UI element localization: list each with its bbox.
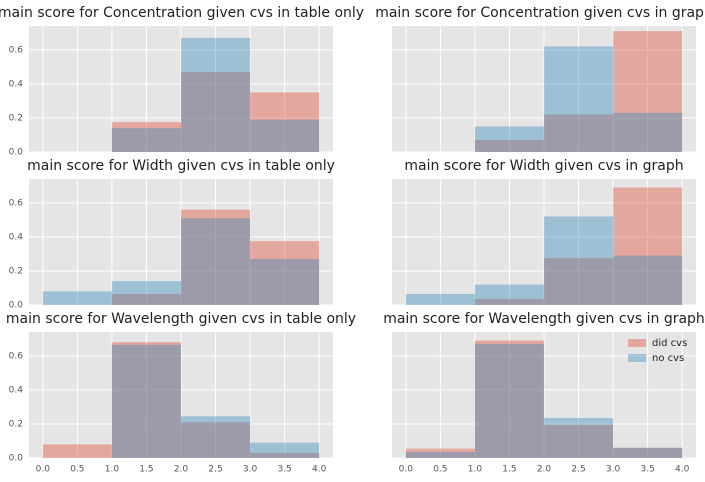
histogram-bar [111, 342, 181, 458]
histogram-bar [613, 187, 683, 305]
histogram-bar [111, 281, 181, 305]
histogram-bar [181, 422, 251, 458]
histogram-bar [544, 114, 614, 152]
histogram-bar [250, 119, 320, 152]
x-tick-label: 2.0 [174, 465, 189, 475]
legend-swatch [628, 339, 646, 347]
y-tick-label: 0.6 [9, 351, 24, 361]
y-tick-label: 0.4 [9, 79, 24, 89]
x-tick-label: 2.0 [537, 465, 552, 475]
histogram-bar [544, 46, 614, 152]
y-tick-label: 0.2 [9, 419, 23, 429]
x-tick-label: 0.5 [433, 465, 447, 475]
histogram-bar [544, 216, 614, 305]
histogram-bar [250, 442, 320, 458]
histogram-bar [111, 344, 181, 458]
y-tick-label: 0.6 [9, 198, 24, 208]
x-tick-label: 1.0 [105, 465, 120, 475]
histogram-bar [181, 218, 251, 305]
legend-swatch [628, 354, 646, 362]
x-tick-label: 4.0 [675, 465, 690, 475]
histogram-bar [474, 343, 544, 458]
histogram-bar [613, 255, 683, 305]
histogram-bar [613, 112, 683, 152]
y-tick-label: 0.2 [9, 266, 23, 276]
histogram-bar [250, 452, 320, 458]
x-tick-label: 0.5 [70, 465, 84, 475]
x-tick-label: 3.5 [277, 465, 291, 475]
subplot-title: main score for Concentration given cvs i… [0, 5, 364, 21]
histogram-bar [42, 291, 112, 305]
histogram-bar [544, 258, 614, 305]
histogram-bar [474, 340, 544, 458]
histogram-bar [181, 416, 251, 458]
histogram-bar [42, 444, 112, 458]
histogram-bar [405, 448, 475, 458]
x-tick-label: 3.5 [640, 465, 654, 475]
x-tick-label: 2.5 [208, 465, 222, 475]
y-tick-label: 0.0 [9, 148, 24, 158]
y-tick-label: 0.2 [9, 113, 23, 123]
histogram-bar [405, 293, 475, 305]
x-tick-label: 1.5 [502, 465, 516, 475]
y-tick-label: 0.0 [9, 454, 24, 464]
histogram-bar [181, 37, 251, 153]
x-tick-label: 3.0 [606, 465, 621, 475]
y-tick-label: 0.6 [9, 45, 24, 55]
histogram-bar [111, 128, 181, 152]
histogram-bar [181, 209, 251, 305]
histogram-bar [111, 122, 181, 152]
x-tick-label: 1.5 [139, 465, 153, 475]
y-tick-label: 0.4 [9, 232, 24, 242]
subplot-title: main score for Width given cvs in graph [404, 158, 683, 174]
y-tick-label: 0.0 [9, 301, 24, 311]
subplot-title: main score for Concentration given cvs i… [375, 5, 705, 21]
histogram-bar [474, 126, 544, 152]
x-tick-label: 0.0 [36, 465, 51, 475]
subplot-title: main score for Wavelength given cvs in t… [6, 311, 356, 327]
histogram-bar [613, 31, 683, 152]
subplot-title: main score for Wavelength given cvs in g… [383, 311, 705, 327]
histogram-bar [544, 417, 614, 458]
histogram-bar [250, 259, 320, 305]
histogram-bar [474, 140, 544, 152]
histogram-bar [613, 447, 683, 458]
x-tick-label: 0.0 [399, 465, 414, 475]
histogram-bar [111, 293, 181, 305]
histogram-bar [250, 92, 320, 152]
legend-label: did cvs [652, 338, 687, 349]
subplot-title: main score for Width given cvs in table … [27, 158, 335, 174]
legend-label: no cvs [652, 353, 684, 364]
histogram-bar [613, 447, 683, 458]
histogram-bar [474, 284, 544, 305]
histogram-bar [250, 241, 320, 305]
x-tick-label: 1.0 [468, 465, 483, 475]
x-tick-label: 2.5 [571, 465, 585, 475]
x-tick-label: 4.0 [312, 465, 327, 475]
x-tick-label: 3.0 [243, 465, 258, 475]
y-tick-label: 0.4 [9, 385, 24, 395]
histogram-bar [544, 424, 614, 458]
histogram-bar [181, 71, 251, 152]
histogram-bar [474, 299, 544, 305]
histogram-bar [405, 452, 475, 458]
